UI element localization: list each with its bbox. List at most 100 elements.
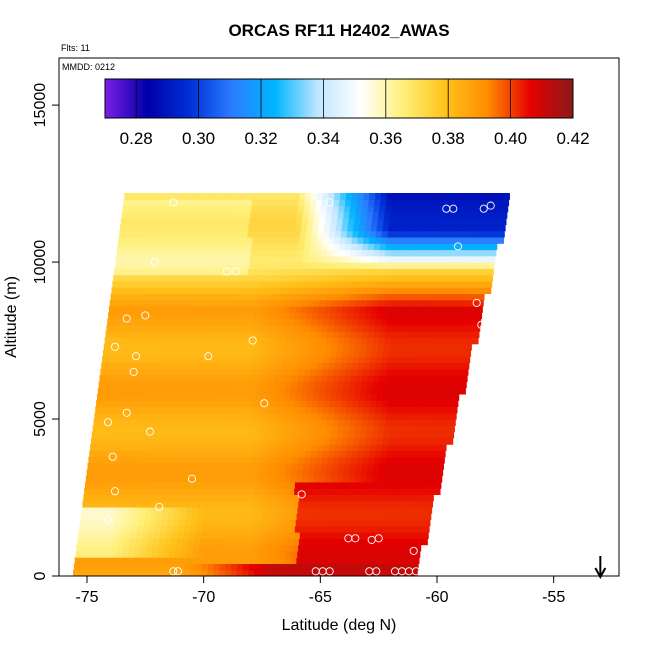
heatmap-cell xyxy=(450,324,457,332)
heatmap-cell xyxy=(162,343,169,351)
heatmap-cell xyxy=(427,450,435,458)
heatmap-cell xyxy=(107,400,115,408)
heatmap-cell xyxy=(161,563,168,571)
heatmap-cell xyxy=(200,450,207,458)
heatmap-cell xyxy=(325,211,333,219)
heatmap-cell xyxy=(129,494,137,502)
heatmap-cell xyxy=(370,525,378,533)
colorbar-segment xyxy=(356,79,360,118)
heatmap-cell xyxy=(255,387,262,395)
heatmap-cell xyxy=(281,406,289,414)
heatmap-cell xyxy=(152,368,160,376)
heatmap-cell xyxy=(336,431,344,439)
heatmap-cell xyxy=(295,475,303,483)
heatmap-cell xyxy=(211,450,219,458)
heatmap-cell xyxy=(146,544,153,552)
heatmap-cell xyxy=(381,192,388,200)
heatmap-cell xyxy=(367,419,375,426)
heatmap-cell xyxy=(247,230,254,238)
heatmap-cell xyxy=(279,469,286,477)
heatmap-cell xyxy=(235,488,243,495)
heatmap-cell xyxy=(100,494,108,502)
heatmap-cell xyxy=(318,312,325,320)
heatmap-cell xyxy=(374,368,381,376)
heatmap-cell xyxy=(336,349,343,357)
heatmap-cell xyxy=(422,362,429,370)
heatmap-cell xyxy=(181,199,189,207)
heatmap-cell xyxy=(369,406,376,414)
heatmap-cell xyxy=(424,431,431,439)
heatmap-cell xyxy=(260,218,268,225)
heatmap-cell xyxy=(228,331,235,339)
heatmap-cell xyxy=(478,249,485,257)
heatmap-cell xyxy=(211,280,218,288)
heatmap-cell xyxy=(252,236,259,244)
heatmap-cell xyxy=(194,280,201,288)
heatmap-cell xyxy=(340,236,347,244)
heatmap-cell xyxy=(143,349,151,357)
heatmap-cell xyxy=(132,306,139,313)
heatmap-cell xyxy=(335,481,343,489)
heatmap-cell xyxy=(201,400,208,408)
heatmap-cell xyxy=(175,419,182,426)
heatmap-cell xyxy=(307,349,314,357)
heatmap-cell xyxy=(218,532,225,539)
heatmap-cell xyxy=(268,375,276,382)
heatmap-cell xyxy=(426,375,433,382)
colorbar-segment xyxy=(251,79,255,118)
heatmap-cell xyxy=(304,199,311,207)
heatmap-cell xyxy=(361,249,369,257)
heatmap-cell xyxy=(118,406,126,414)
heatmap-cell xyxy=(431,419,439,426)
heatmap-cell xyxy=(263,324,271,332)
heatmap-cell xyxy=(102,481,109,489)
heatmap-cell xyxy=(400,224,407,232)
heatmap-cell xyxy=(196,431,204,439)
heatmap-cell xyxy=(235,532,243,539)
heatmap-cell xyxy=(217,280,224,288)
heatmap-cell xyxy=(137,349,145,357)
heatmap-cell xyxy=(206,362,213,370)
heatmap-cell xyxy=(415,236,423,244)
heatmap-cell xyxy=(461,243,469,251)
colorbar-segment xyxy=(409,79,413,118)
heatmap-cell xyxy=(197,343,204,351)
heatmap-cell xyxy=(241,488,249,495)
heatmap-cell xyxy=(451,362,458,370)
heatmap-cell xyxy=(351,324,358,332)
heatmap-cell xyxy=(165,362,172,370)
heatmap-cell xyxy=(281,280,288,288)
heatmap-cell xyxy=(447,343,455,351)
heatmap-cell xyxy=(286,419,293,426)
heatmap-cell xyxy=(434,312,442,320)
heatmap-cell xyxy=(272,306,279,313)
heatmap-cell xyxy=(139,469,146,477)
heatmap-cell xyxy=(151,506,158,514)
heatmap-cell xyxy=(228,544,235,552)
heatmap-cell xyxy=(338,506,345,514)
heatmap-cell xyxy=(157,550,164,558)
heatmap-cell xyxy=(376,481,384,489)
heatmap-cell xyxy=(360,218,367,225)
heatmap-cell xyxy=(348,475,355,483)
heatmap-cell xyxy=(423,349,431,357)
heatmap-cell xyxy=(90,481,98,489)
heatmap-cell xyxy=(300,400,307,408)
heatmap-cell xyxy=(129,456,136,464)
heatmap-cell xyxy=(210,205,217,213)
heatmap-cell xyxy=(370,268,378,276)
heatmap-cell xyxy=(374,324,382,332)
heatmap-cell xyxy=(386,280,393,288)
heatmap-cell xyxy=(385,205,392,213)
heatmap-cell xyxy=(253,525,261,533)
heatmap-cell xyxy=(444,412,451,420)
heatmap-cell xyxy=(209,249,217,257)
heatmap-cell xyxy=(442,381,450,389)
heatmap-cell xyxy=(110,381,117,389)
heatmap-cell xyxy=(119,488,126,495)
colorbar-segment xyxy=(245,79,249,118)
heatmap-cell xyxy=(94,494,102,502)
heatmap-cell xyxy=(217,236,224,244)
heatmap-cell xyxy=(243,519,250,527)
heatmap-cell xyxy=(305,450,312,458)
